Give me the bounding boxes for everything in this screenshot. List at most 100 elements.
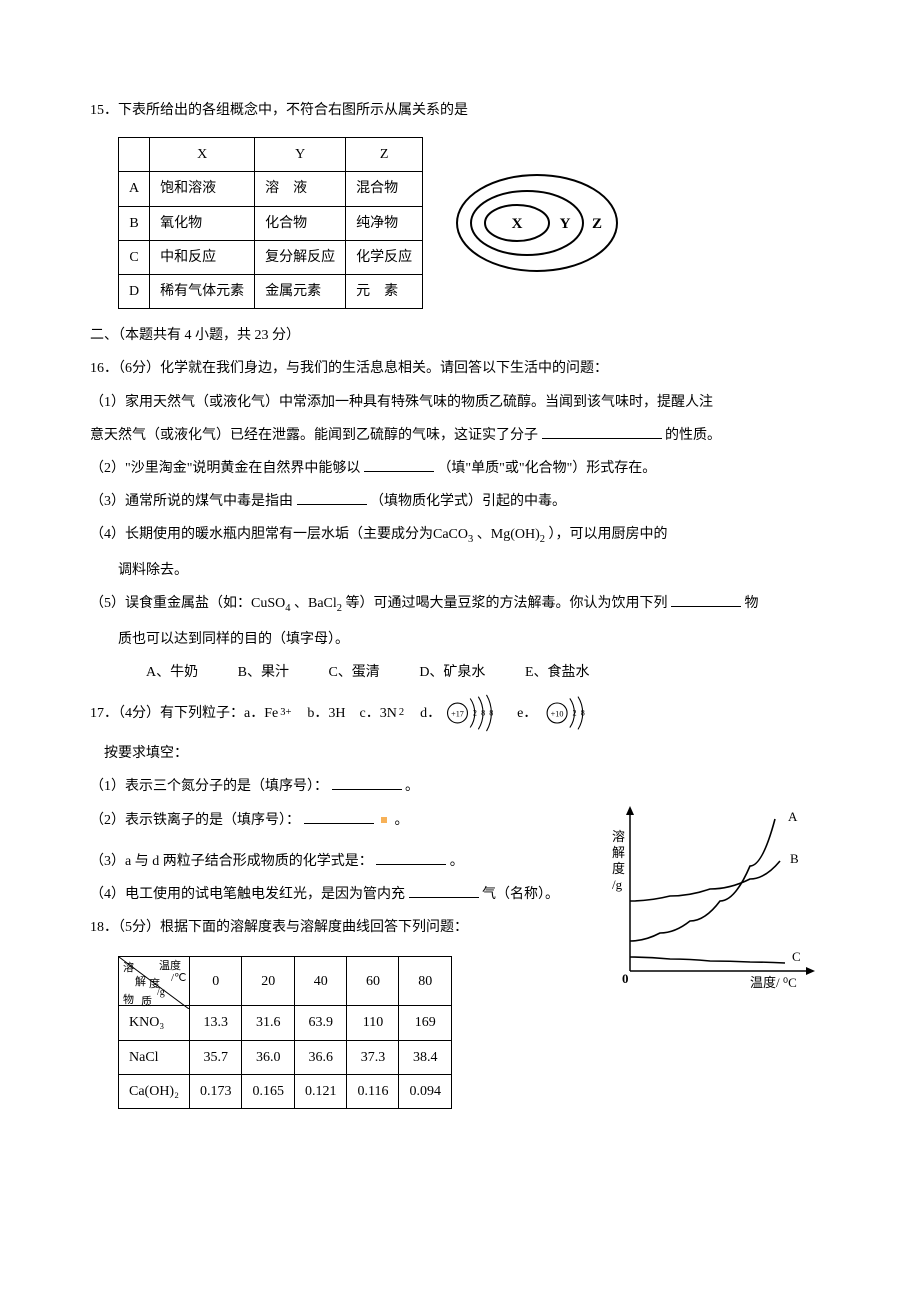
label-x: X: [512, 216, 523, 232]
q16-5b: 质也可以达到同样的目的（填字母）。: [90, 627, 830, 652]
cell: X: [150, 138, 255, 172]
text: 意天然气（或液化气）已经在泄露。能闻到乙硫醇的气味，这证实了分子: [90, 428, 538, 443]
text: ），可以用厨房中的: [549, 527, 668, 542]
table-row: A 饱和溶液 溶 液 混合物: [119, 172, 423, 206]
blank: [297, 490, 367, 505]
text: 等）可通过喝大量豆浆的方法解毒。你认为饮用下列: [346, 596, 668, 611]
blank: [304, 809, 374, 824]
q16-3: （3）通常所说的煤气中毒是指由 （填物质化学式）引起的中毒。: [90, 489, 830, 514]
cell: 化合物: [255, 206, 346, 240]
text: （5）误食重金属盐（如：CuSO: [90, 596, 285, 611]
cell: 氧化物: [150, 206, 255, 240]
q15-stem: 15．下表所给出的各组概念中，不符合右图所示从属关系的是: [90, 98, 830, 123]
text: d．: [406, 701, 441, 726]
cell: 纯净物: [346, 206, 423, 240]
blank: [376, 850, 446, 865]
cell: 0.094: [399, 1074, 452, 1108]
blank: [671, 592, 741, 607]
cell: 化学反应: [346, 240, 423, 274]
q16-stem: 16．（6分）化学就在我们身边，与我们的生活息息相关。请回答以下生活中的问题：: [90, 356, 830, 381]
svg-text:A: A: [788, 809, 798, 824]
option-d: D、矿泉水: [419, 665, 485, 680]
table-row: D 稀有气体元素 金属元素 元 素: [119, 274, 423, 308]
svg-text:解: 解: [135, 974, 146, 988]
svg-text:溶: 溶: [123, 960, 134, 974]
text: （2）"沙里淘金"说明黄金在自然界中能够以: [90, 461, 360, 476]
cell: A: [119, 172, 150, 206]
q17-1: （1）表示三个氮分子的是（填序号）： 。: [90, 774, 830, 799]
text: 、BaCl: [294, 596, 337, 611]
text: （4）电工使用的试电笔触电发红光，是因为管内充: [90, 887, 405, 902]
table-row: C 中和反应 复分解反应 化学反应: [119, 240, 423, 274]
cell: C: [119, 240, 150, 274]
text: 。: [405, 779, 419, 794]
text: 物: [745, 596, 759, 611]
text: 17．（4分）有下列粒子：a．Fe: [90, 701, 278, 726]
cell: 溶 液: [255, 172, 346, 206]
cell: 20: [242, 957, 295, 1006]
option-e: E、食盐水: [525, 665, 590, 680]
cell: 110: [347, 1006, 399, 1040]
svg-text:温度: 温度: [159, 958, 181, 972]
text: （3）通常所说的煤气中毒是指由: [90, 494, 293, 509]
cell: KNO₃: [119, 1006, 190, 1040]
text: （1）表示三个氮分子的是（填序号）：: [90, 779, 328, 794]
cell: 38.4: [399, 1040, 452, 1074]
text: e．: [503, 701, 537, 726]
svg-text:解: 解: [612, 845, 625, 860]
q17-3: （3）a 与 d 两粒子结合形成物质的化学式是： 。: [90, 849, 580, 874]
table-row: 温度 /℃ 溶 解 度 /g 物 质 0 20 40 60 80: [119, 957, 452, 1006]
svg-text:2: 2: [573, 709, 577, 718]
text: （4）长期使用的暖水瓶内胆常有一层水垢（主要成分为CaCO: [90, 527, 468, 542]
cell: 63.9: [294, 1006, 347, 1040]
option-c: C、蛋清: [328, 665, 379, 680]
cell: 金属元素: [255, 274, 346, 308]
q16-1a: （1）家用天然气（或液化气）中常添加一种具有特殊气味的物质乙硫醇。当闻到该气味时…: [90, 390, 830, 415]
cell: D: [119, 274, 150, 308]
svg-text:C: C: [792, 949, 801, 964]
cell: 37.3: [347, 1040, 399, 1074]
cell: Y: [255, 138, 346, 172]
svg-text:/g: /g: [157, 987, 165, 998]
cell: 13.3: [189, 1006, 242, 1040]
q17-stem: 17．（4分）有下列粒子：a．Fe3+ b．3H c．3N2 d． +17 2 …: [90, 693, 830, 733]
blank: [542, 424, 662, 439]
venn-diagram: X Y Z: [447, 168, 627, 278]
text: （3）a 与 d 两粒子结合形成物质的化学式是：: [90, 854, 373, 869]
table-row: X Y Z: [119, 138, 423, 172]
cell: 0.173: [189, 1074, 242, 1108]
q16-options: A、牛奶 B、果汁 C、蛋清 D、矿泉水 E、食盐水: [90, 660, 830, 685]
label-z: Z: [592, 216, 602, 232]
blank: [364, 457, 434, 472]
svg-text:2: 2: [473, 709, 477, 718]
option-a: A、牛奶: [146, 665, 198, 680]
cell: 饱和溶液: [150, 172, 255, 206]
cell: 0.165: [242, 1074, 295, 1108]
text: 。: [450, 854, 464, 869]
svg-text:溶: 溶: [612, 829, 625, 844]
svg-text:B: B: [790, 851, 799, 866]
cell: 稀有气体元素: [150, 274, 255, 308]
cell: 40: [294, 957, 347, 1006]
text: 的性质。: [665, 428, 721, 443]
q18-table: 温度 /℃ 溶 解 度 /g 物 质 0 20 40 60 80 K: [118, 956, 452, 1109]
cell: 中和反应: [150, 240, 255, 274]
q17-4: （4）电工使用的试电笔触电发红光，是因为管内充 气（名称）。: [90, 882, 580, 907]
cell: 0.116: [347, 1074, 399, 1108]
q17-lead: 按要求填空：: [90, 741, 830, 766]
cell: 复分解反应: [255, 240, 346, 274]
label-y: Y: [560, 216, 571, 232]
q15-row: X Y Z A 饱和溶液 溶 液 混合物 B 氧化物 化合物 纯净物 C 中和反…: [90, 131, 830, 315]
cell: NaCl: [119, 1040, 190, 1074]
svg-text:0: 0: [622, 971, 629, 986]
section-heading: 二、（本题共有 4 小题，共 23 分）: [90, 323, 830, 348]
cell: 169: [399, 1006, 452, 1040]
q16-2: （2）"沙里淘金"说明黄金在自然界中能够以 （填"单质"或"化合物"）形式存在。: [90, 456, 830, 481]
text: 。: [395, 813, 409, 828]
cell: Ca(OH)₂: [119, 1074, 190, 1108]
table-row: NaCl 35.7 36.0 36.6 37.3 38.4: [119, 1040, 452, 1074]
cell: 31.6: [242, 1006, 295, 1040]
corner-cell: 温度 /℃ 溶 解 度 /g 物 质: [119, 957, 190, 1006]
table-row: KNO₃ 13.3 31.6 63.9 110 169: [119, 1006, 452, 1040]
atom-e-icon: +10 2 8: [539, 693, 597, 733]
